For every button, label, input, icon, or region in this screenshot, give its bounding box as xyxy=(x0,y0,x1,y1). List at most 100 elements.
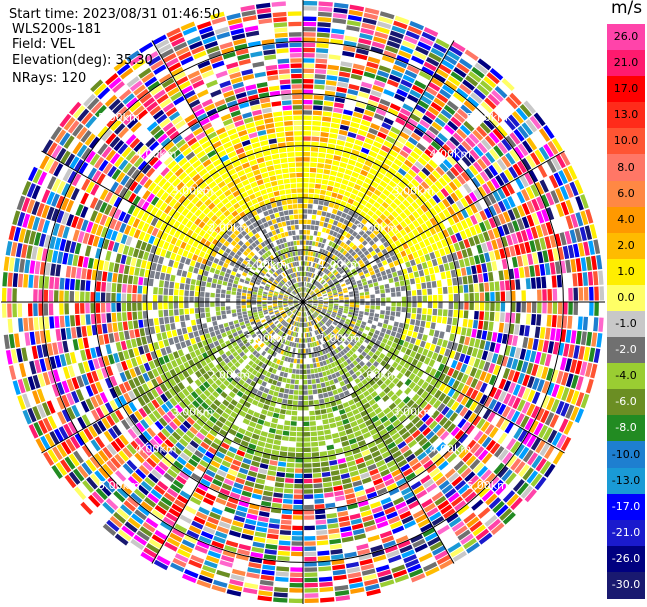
velocity-bin xyxy=(64,278,70,290)
velocity-bin xyxy=(322,481,333,488)
velocity-bin xyxy=(322,419,329,425)
velocity-bin xyxy=(319,137,329,143)
velocity-bin xyxy=(337,287,342,291)
velocity-bin xyxy=(375,209,383,217)
velocity-bin xyxy=(419,255,426,263)
velocity-bin xyxy=(443,263,450,271)
velocity-bin xyxy=(449,350,456,359)
velocity-bin xyxy=(484,311,490,321)
velocity-bin xyxy=(323,282,328,287)
velocity-bin xyxy=(317,307,322,310)
velocity-bin xyxy=(351,68,364,76)
velocity-bin xyxy=(332,187,340,193)
velocity-bin xyxy=(407,182,416,191)
velocity-bin xyxy=(186,326,193,333)
velocity-bin xyxy=(388,335,395,342)
velocity-bin xyxy=(318,147,327,153)
velocity-bin xyxy=(541,209,550,222)
velocity-bin xyxy=(292,525,303,531)
velocity-bin xyxy=(215,297,220,302)
velocity-bin xyxy=(470,113,482,125)
velocity-bin xyxy=(351,171,360,179)
velocity-bin xyxy=(448,45,463,57)
velocity-bin xyxy=(589,302,594,316)
velocity-bin xyxy=(318,152,326,158)
velocity-bin xyxy=(314,241,319,247)
velocity-bin xyxy=(306,266,309,272)
velocity-bin xyxy=(120,340,127,351)
velocity-bin xyxy=(149,270,156,279)
velocity-bin xyxy=(390,330,397,337)
velocity-bin xyxy=(527,337,534,350)
velocity-bin xyxy=(304,494,314,499)
velocity-bin xyxy=(396,302,401,307)
velocity-bin xyxy=(498,82,512,95)
velocity-bin xyxy=(327,292,333,296)
velocity-bin xyxy=(320,184,328,190)
velocity-bin xyxy=(340,223,347,230)
velocity-bin xyxy=(342,243,348,250)
velocity-bin xyxy=(477,105,490,117)
velocity-bin xyxy=(544,177,554,191)
velocity-bin xyxy=(304,572,318,578)
velocity-bin xyxy=(476,264,482,274)
velocity-bin xyxy=(368,197,376,205)
velocity-bin xyxy=(333,485,343,492)
velocity-bin xyxy=(17,273,24,288)
velocity-bin xyxy=(384,315,390,320)
velocity-bin xyxy=(296,358,301,364)
velocity-bin xyxy=(334,150,343,156)
velocity-bin xyxy=(331,192,338,198)
velocity-bin xyxy=(524,266,530,278)
velocity-bin xyxy=(310,157,318,163)
velocity-bin xyxy=(539,237,547,250)
velocity-bin xyxy=(450,325,457,334)
velocity-bin xyxy=(441,255,448,264)
velocity-bin xyxy=(70,315,76,327)
velocity-bin xyxy=(412,344,419,352)
velocity-bin xyxy=(419,194,428,204)
velocity-bin xyxy=(296,343,299,348)
velocity-bin xyxy=(293,499,303,505)
velocity-bin xyxy=(409,350,417,358)
velocity-bin xyxy=(481,330,488,340)
velocity-bin xyxy=(352,284,358,289)
velocity-bin xyxy=(377,21,392,30)
velocity-bin xyxy=(476,329,483,339)
velocity-bin xyxy=(567,315,573,329)
velocity-bin xyxy=(341,179,349,186)
velocity-bin xyxy=(118,331,125,341)
velocity-bin xyxy=(400,45,414,55)
velocity-bin xyxy=(427,308,433,315)
velocity-bin xyxy=(293,504,303,510)
velocity-bin xyxy=(169,281,175,289)
velocity-bin xyxy=(568,344,575,358)
velocity-bin xyxy=(347,399,355,406)
velocity-bin xyxy=(316,263,320,269)
velocity-bin xyxy=(413,50,427,61)
velocity-bin xyxy=(331,287,337,291)
velocity-bin xyxy=(443,104,456,116)
velocity-bin xyxy=(183,333,190,341)
velocity-bin xyxy=(343,546,356,553)
velocity-bin xyxy=(339,241,345,248)
velocity-bin xyxy=(348,291,354,295)
velocity-bin xyxy=(319,265,324,271)
velocity-bin xyxy=(321,227,327,233)
velocity-bin xyxy=(313,483,323,489)
velocity-bin xyxy=(567,273,573,287)
velocity-bin xyxy=(395,311,401,317)
velocity-bin xyxy=(318,296,323,299)
velocity-bin xyxy=(370,298,375,302)
velocity-bin xyxy=(281,514,292,520)
velocity-bin xyxy=(383,117,394,126)
velocity-bin xyxy=(412,219,420,228)
velocity-bin xyxy=(421,247,429,255)
velocity-bin xyxy=(311,136,320,142)
velocity-bin xyxy=(313,100,324,106)
velocity-bin xyxy=(522,337,529,349)
velocity-bin xyxy=(309,363,314,369)
velocity-bin xyxy=(527,376,535,389)
velocity-bin xyxy=(257,306,262,310)
velocity-bin xyxy=(332,269,337,274)
